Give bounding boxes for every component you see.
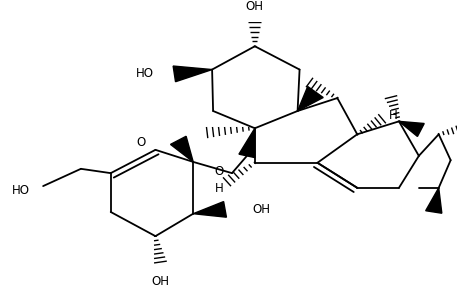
Text: O: O bbox=[136, 136, 146, 149]
Text: H: H bbox=[389, 109, 398, 122]
Text: H: H bbox=[215, 182, 224, 195]
Text: OH: OH bbox=[246, 1, 264, 14]
Text: O: O bbox=[215, 165, 224, 178]
Polygon shape bbox=[399, 121, 424, 136]
Text: HO: HO bbox=[136, 67, 153, 80]
Text: HO: HO bbox=[12, 184, 30, 197]
Text: OH: OH bbox=[253, 203, 271, 216]
Polygon shape bbox=[170, 136, 193, 162]
Polygon shape bbox=[193, 201, 226, 217]
Text: OH: OH bbox=[152, 275, 169, 288]
Polygon shape bbox=[239, 128, 255, 158]
Polygon shape bbox=[425, 188, 442, 213]
Polygon shape bbox=[173, 66, 212, 82]
Polygon shape bbox=[298, 86, 323, 111]
